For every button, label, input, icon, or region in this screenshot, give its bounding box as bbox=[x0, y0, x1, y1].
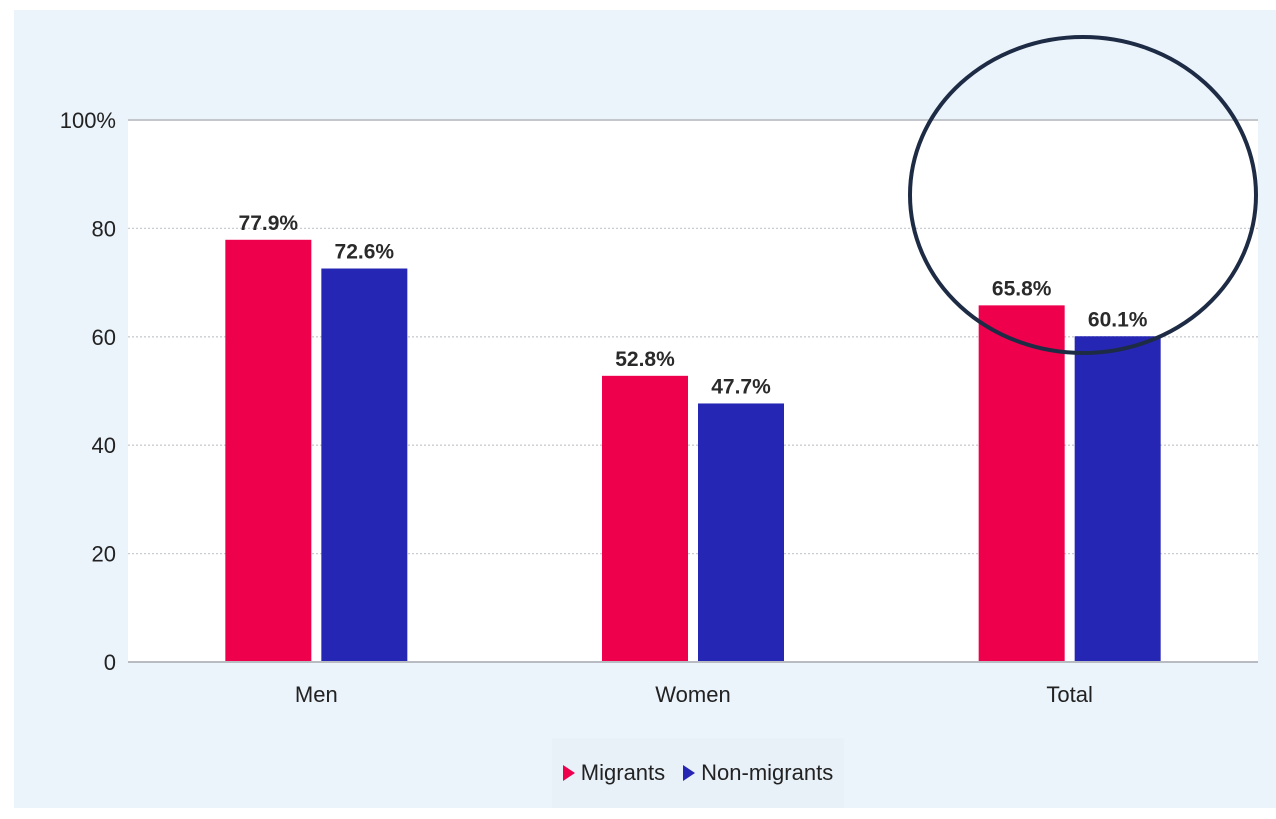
legend-item-migrants: Migrants bbox=[562, 760, 666, 786]
legend-label-migrants: Migrants bbox=[580, 760, 666, 785]
data-label: 47.7% bbox=[711, 375, 771, 398]
y-tick-label: 40 bbox=[92, 433, 116, 458]
data-label: 72.6% bbox=[335, 241, 395, 264]
data-label: 77.9% bbox=[239, 212, 299, 235]
bar-non-migrants-women bbox=[698, 403, 784, 662]
data-labels: 77.9% 72.6% 52.8% 47.7% 65.8% 60.1% bbox=[239, 212, 1148, 399]
bar-non-migrants-men bbox=[321, 268, 408, 662]
y-tick-label: 20 bbox=[92, 542, 116, 567]
x-category-label: Total bbox=[1046, 682, 1092, 707]
y-tick-label: 60 bbox=[92, 325, 116, 350]
data-label: 65.8% bbox=[992, 277, 1052, 300]
legend: Migrants Non-migrants bbox=[552, 738, 844, 808]
data-label: 60.1% bbox=[1088, 308, 1148, 331]
data-label: 52.8% bbox=[615, 348, 675, 371]
legend-marker-non-migrants bbox=[683, 765, 696, 781]
bar-non-migrants-total bbox=[1074, 336, 1161, 662]
y-tick-label: 0 bbox=[104, 650, 116, 675]
legend-marker-migrants bbox=[562, 765, 575, 781]
x-category-label: Men bbox=[295, 682, 338, 707]
gridlines bbox=[128, 119, 1258, 555]
y-tick-label: 100% bbox=[60, 108, 116, 133]
x-category-label: Women bbox=[655, 682, 730, 707]
x-axis-categories: Men Women Total bbox=[295, 682, 1093, 707]
y-tick-label: 80 bbox=[92, 216, 116, 241]
bar-migrants-women bbox=[602, 375, 688, 662]
bar-migrants-men bbox=[225, 239, 312, 663]
plot-area bbox=[128, 120, 1258, 662]
bars bbox=[225, 239, 1161, 663]
legend-item-non-migrants: Non-migrants bbox=[683, 760, 833, 786]
legend-label-non-migrants: Non-migrants bbox=[701, 760, 834, 785]
highlight-ellipse bbox=[908, 35, 1258, 355]
bar-migrants-total bbox=[978, 305, 1065, 662]
y-axis-ticks: 0 20 40 60 80 100% bbox=[60, 108, 116, 675]
